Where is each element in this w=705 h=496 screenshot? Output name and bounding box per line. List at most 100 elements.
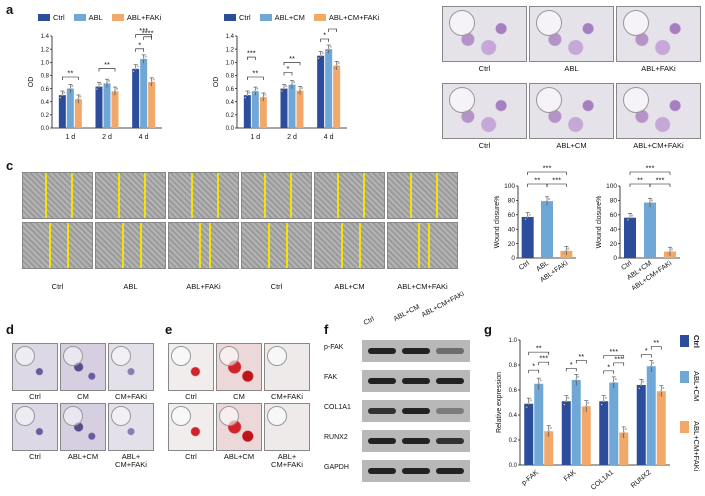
significance-bracket <box>328 28 337 33</box>
significance-bracket <box>98 68 116 72</box>
legend-label: ABL+CM+FAKi <box>692 421 701 472</box>
wound-edge-line <box>268 223 270 268</box>
data-point <box>546 200 548 203</box>
data-point <box>291 83 293 86</box>
x-tick-label: 4 d <box>139 134 149 141</box>
significance-label: *** <box>646 164 655 173</box>
image-caption: ABL+ CM+FAKi <box>271 452 303 469</box>
y-tick-label: 1.4 <box>41 34 50 40</box>
x-tick-label: RUNX2 <box>630 469 653 490</box>
stained-image <box>60 403 106 451</box>
significance-label: *** <box>614 354 623 363</box>
data-point <box>321 52 324 55</box>
legend-label: Ctrl <box>53 13 65 22</box>
stained-image <box>264 343 310 391</box>
culture-dish <box>171 346 191 366</box>
significance-label: ** <box>104 60 110 69</box>
legend-a-right: Ctrl ABL+CM ABL+CM+FAKi <box>224 13 379 22</box>
image-caption: Ctrl <box>29 452 41 461</box>
bar <box>58 95 66 128</box>
data-point <box>583 408 586 411</box>
data-point <box>152 78 155 81</box>
culture-dish <box>15 406 35 426</box>
data-point <box>563 403 566 406</box>
data-point <box>150 81 153 83</box>
data-point <box>660 390 663 393</box>
data-point <box>254 90 257 93</box>
y-tick-label: 80 <box>508 198 516 205</box>
scratch-image <box>168 172 239 219</box>
image-caption: CM+FAKi <box>115 392 147 401</box>
y-axis-label: OD <box>213 77 220 88</box>
legend-swatch <box>680 421 689 433</box>
bar <box>140 59 148 128</box>
significance-label: ** <box>252 69 258 78</box>
blot-strip <box>362 400 470 422</box>
wound-edge-line <box>337 173 339 218</box>
data-point <box>77 98 80 101</box>
y-tick-label: 1.2 <box>226 47 235 53</box>
data-point <box>548 198 550 200</box>
protein-band <box>402 348 430 354</box>
culture-dish <box>111 346 131 366</box>
significance-bracket <box>538 361 550 366</box>
data-point <box>301 87 303 90</box>
scratch-image <box>95 222 166 269</box>
panel-label-d: d <box>6 322 14 337</box>
microscope-image <box>442 6 527 62</box>
bar <box>111 91 119 128</box>
data-point <box>565 400 568 403</box>
wound-edge-line <box>49 223 51 268</box>
significance-bracket <box>603 355 625 359</box>
stained-image <box>264 403 310 451</box>
x-tick-label: 2 d <box>102 134 112 141</box>
blot-strip <box>362 370 470 392</box>
significance-bracket <box>247 56 256 61</box>
y-tick-label: 0.2 <box>226 113 235 119</box>
image-caption: ABL+FAKi <box>186 282 221 291</box>
data-point <box>528 213 531 216</box>
y-tick-label: 0.4 <box>509 413 518 419</box>
y-tick-label: 0.2 <box>41 113 50 119</box>
data-point <box>317 57 320 60</box>
protein-band <box>402 408 430 414</box>
image-caption: ABL+CM <box>334 282 365 291</box>
data-point <box>108 79 110 82</box>
bar <box>524 403 534 465</box>
legend-swatch <box>680 335 689 347</box>
protein-band <box>436 378 464 384</box>
significance-label: * <box>138 40 141 49</box>
significance-bracket <box>649 183 671 187</box>
y-tick-label: 40 <box>610 226 618 233</box>
bar <box>66 88 74 128</box>
data-point <box>260 98 263 101</box>
legend-label: Ctrl <box>239 13 251 22</box>
significance-bracket <box>62 76 79 81</box>
bar <box>280 88 288 128</box>
legend-swatch <box>224 14 236 21</box>
significance-label: *** <box>656 176 665 185</box>
culture-dish <box>536 10 562 36</box>
bar <box>132 68 140 128</box>
data-point <box>63 91 66 94</box>
wound-edge-line <box>341 223 343 268</box>
data-point <box>648 368 651 371</box>
bar <box>333 65 341 128</box>
scratch-image <box>387 222 458 269</box>
legend-swatch <box>73 14 86 21</box>
significance-bracket <box>565 368 577 372</box>
data-point <box>327 48 330 51</box>
significance-label: *** <box>543 164 552 173</box>
y-tick-label: 0.0 <box>226 126 235 132</box>
protein-label: RUNX2 <box>324 434 348 441</box>
bar <box>619 432 629 465</box>
x-tick-label: Ctrl <box>518 260 531 272</box>
data-point <box>59 96 62 99</box>
culture-dish <box>63 406 83 426</box>
data-point <box>116 87 118 90</box>
bar <box>646 366 656 465</box>
x-tick-label: 4 d <box>324 134 334 141</box>
stained-image <box>168 343 214 391</box>
data-point <box>329 45 332 48</box>
data-point <box>600 403 603 406</box>
